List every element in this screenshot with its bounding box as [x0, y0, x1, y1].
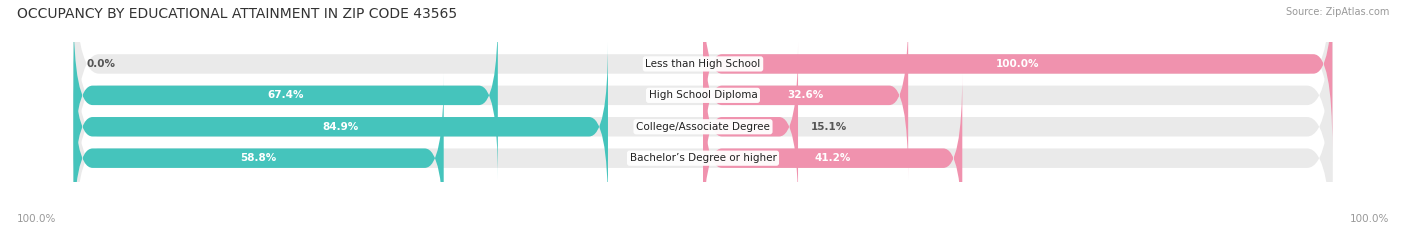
- Text: OCCUPANCY BY EDUCATIONAL ATTAINMENT IN ZIP CODE 43565: OCCUPANCY BY EDUCATIONAL ATTAINMENT IN Z…: [17, 7, 457, 21]
- Text: College/Associate Degree: College/Associate Degree: [636, 122, 770, 132]
- Text: 100.0%: 100.0%: [995, 59, 1039, 69]
- Text: 100.0%: 100.0%: [17, 214, 56, 224]
- Text: 67.4%: 67.4%: [267, 90, 304, 100]
- FancyBboxPatch shape: [703, 11, 908, 180]
- Text: 84.9%: 84.9%: [323, 122, 359, 132]
- Text: Bachelor’s Degree or higher: Bachelor’s Degree or higher: [630, 153, 776, 163]
- FancyBboxPatch shape: [73, 74, 444, 233]
- Text: 100.0%: 100.0%: [1350, 214, 1389, 224]
- Text: 58.8%: 58.8%: [240, 153, 277, 163]
- Text: 0.0%: 0.0%: [86, 59, 115, 69]
- FancyBboxPatch shape: [73, 11, 1333, 233]
- FancyBboxPatch shape: [703, 74, 962, 233]
- FancyBboxPatch shape: [703, 0, 1333, 148]
- Text: Source: ZipAtlas.com: Source: ZipAtlas.com: [1285, 7, 1389, 17]
- Text: 41.2%: 41.2%: [814, 153, 851, 163]
- Text: 32.6%: 32.6%: [787, 90, 824, 100]
- FancyBboxPatch shape: [73, 0, 1333, 180]
- FancyBboxPatch shape: [703, 42, 799, 211]
- Text: Less than High School: Less than High School: [645, 59, 761, 69]
- Text: 15.1%: 15.1%: [811, 122, 846, 132]
- FancyBboxPatch shape: [73, 11, 498, 180]
- FancyBboxPatch shape: [73, 42, 1333, 233]
- FancyBboxPatch shape: [73, 42, 607, 211]
- Text: High School Diploma: High School Diploma: [648, 90, 758, 100]
- FancyBboxPatch shape: [73, 0, 1333, 211]
